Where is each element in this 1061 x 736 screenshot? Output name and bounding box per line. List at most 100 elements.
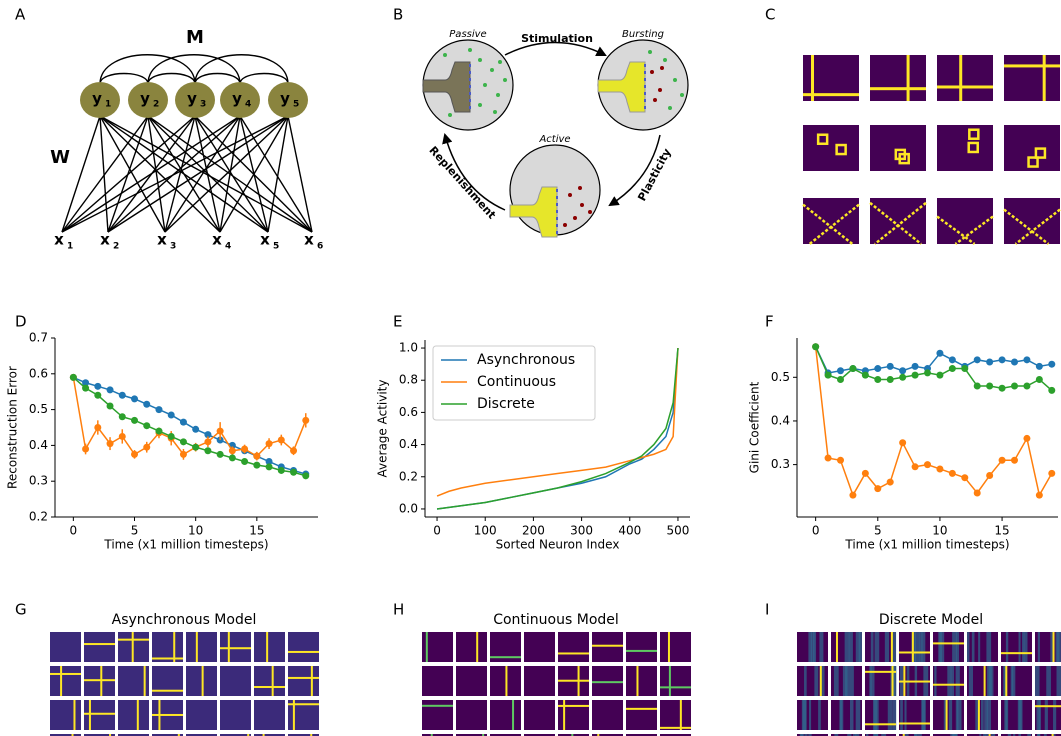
feedforward-label: W: [50, 147, 70, 168]
filter-line: [132, 632, 134, 662]
filter-image: [626, 632, 657, 662]
x-tick-label: 15: [249, 524, 264, 538]
data-point: [849, 492, 856, 499]
filter-stripe: [1011, 666, 1014, 696]
panel-title: Continuous Model: [493, 612, 619, 628]
filter-line: [228, 632, 230, 662]
data-point: [1011, 383, 1018, 390]
data-point: [119, 433, 126, 440]
filter-image: [220, 632, 251, 662]
filter-line: [144, 666, 146, 696]
data-point: [131, 417, 138, 424]
filter-image: [558, 700, 589, 730]
filter-stripe: [885, 632, 889, 662]
filter-image: [524, 700, 555, 730]
filter-line: [60, 666, 62, 696]
transition-label: Plasticity: [635, 146, 674, 203]
filter-line: [978, 700, 980, 730]
data-point: [912, 372, 919, 379]
data-point: [949, 356, 956, 363]
filter-stripe: [1004, 700, 1007, 730]
filter-line: [892, 666, 894, 696]
filter-image: [422, 700, 453, 730]
data-point: [936, 465, 943, 472]
pattern-line: [907, 55, 910, 101]
data-point: [168, 433, 175, 440]
filter-image: [186, 666, 217, 696]
filter-line: [669, 666, 671, 696]
filter-grid: [797, 632, 1061, 736]
filter-stripe: [952, 632, 957, 662]
x-tick-label: 0: [812, 524, 820, 538]
filter-line: [660, 686, 691, 688]
filter-stripe: [804, 666, 807, 696]
x-tick-label: 5: [131, 524, 139, 538]
data-point: [887, 363, 894, 370]
data-point: [168, 411, 175, 418]
filter-stripe: [949, 700, 952, 730]
filter-stripe: [871, 632, 874, 662]
filter-stripe: [1053, 700, 1056, 730]
data-point: [290, 469, 297, 476]
data-point: [278, 467, 285, 474]
filter-image: [84, 700, 115, 730]
node-index: 6: [317, 242, 323, 252]
filter-stripe: [892, 700, 896, 730]
data-point: [949, 365, 956, 372]
data-point: [837, 367, 844, 374]
filter-stripe: [986, 632, 991, 662]
data-point: [131, 395, 138, 402]
filter-line: [512, 700, 514, 730]
filter-line: [158, 700, 160, 730]
filter-line: [899, 651, 930, 653]
data-point: [217, 451, 224, 458]
filter-stripe: [839, 700, 842, 730]
filter-line: [660, 727, 691, 729]
y-tick-label: 0.4: [771, 413, 790, 427]
pattern-image: [870, 198, 926, 244]
y-axis-label: Average Activity: [376, 380, 390, 478]
filter-image: [660, 700, 691, 730]
filter-line: [84, 643, 115, 645]
page: {"panel_labels": ["A", "B", "C", "D", "E…: [0, 0, 1061, 736]
data-point: [180, 451, 187, 458]
data-point: [253, 462, 260, 469]
filter-line: [137, 700, 139, 730]
filter-line: [563, 700, 565, 730]
y-tick-label: 0.5: [771, 370, 790, 384]
filter-line: [558, 680, 589, 682]
transition-label: Replenishment: [426, 144, 498, 222]
filter-stripe: [915, 632, 920, 662]
pattern-image: [870, 55, 926, 101]
x-tick-label: 10: [932, 524, 947, 538]
data-point: [1036, 492, 1043, 499]
x-tick-label: 500: [667, 524, 690, 538]
filter-line: [84, 713, 115, 715]
filter-image: [422, 666, 453, 696]
filter-line: [912, 632, 914, 662]
data-point: [241, 445, 248, 452]
filter-stripe: [934, 666, 936, 696]
filter-image: [626, 666, 657, 696]
data-point: [94, 424, 101, 431]
filter-line: [636, 666, 638, 696]
filter-line: [680, 700, 682, 730]
filter-stripe: [981, 700, 984, 730]
data-point: [999, 385, 1006, 392]
x-tick-label: 300: [570, 524, 593, 538]
x-axis-label: Sorted Neuron Index: [496, 538, 620, 552]
data-point: [143, 422, 150, 429]
data-point: [278, 437, 285, 444]
y-tick-label: 0.5: [29, 402, 48, 416]
filter-line: [891, 632, 893, 662]
filter-stripe: [834, 666, 839, 696]
x-tick-label: 400: [618, 524, 641, 538]
pattern-image: [803, 125, 859, 171]
data-point: [1023, 435, 1030, 442]
data-point: [825, 372, 832, 379]
filter-stripe: [939, 632, 944, 662]
panel-label: D: [15, 313, 27, 331]
filter-stripe: [874, 700, 879, 730]
node-index: 1: [67, 242, 73, 252]
filter-stripe: [900, 700, 903, 730]
